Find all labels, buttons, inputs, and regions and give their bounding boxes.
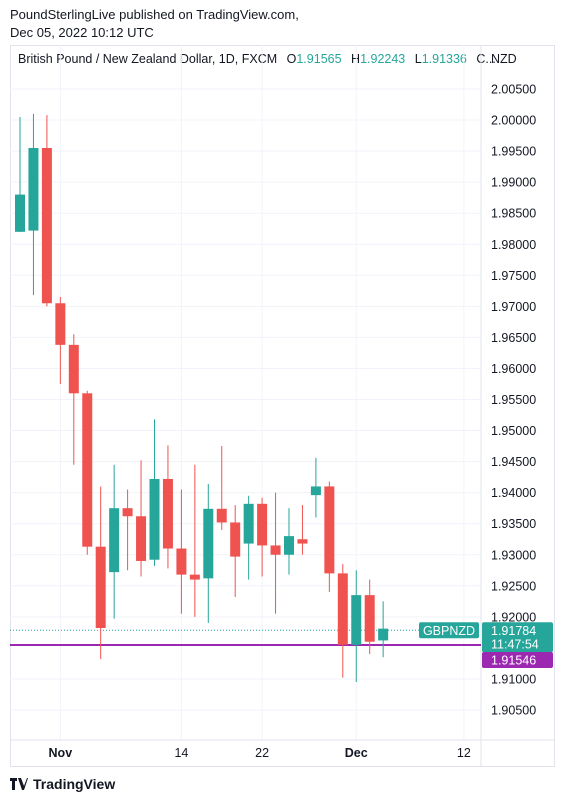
candle-body-down bbox=[68, 344, 79, 394]
y-tick-label: 1.94500 bbox=[491, 455, 536, 469]
y-tick-label: 1.93000 bbox=[491, 548, 536, 562]
candle-body-down bbox=[176, 548, 187, 575]
low-value: 1.91336 bbox=[421, 52, 467, 66]
candle-body-up bbox=[351, 595, 362, 645]
publish-info: PoundSterlingLive published on TradingVi… bbox=[10, 6, 299, 42]
symbol-tag bbox=[419, 622, 479, 639]
symbol-tag-text: GBPNZD bbox=[423, 624, 475, 638]
candle-body-down bbox=[230, 522, 241, 557]
high-label: H bbox=[351, 52, 361, 66]
y-tick-label: 1.94000 bbox=[491, 486, 536, 500]
candle-body-down bbox=[95, 546, 106, 629]
candle-body-down bbox=[82, 393, 93, 547]
level-label-box bbox=[482, 652, 553, 669]
candle-body-down bbox=[216, 508, 227, 523]
y-tick-label: 1.98000 bbox=[491, 238, 536, 252]
candle-body-up bbox=[284, 536, 294, 555]
x-tick-label: 12 bbox=[457, 746, 471, 760]
candle-body-down bbox=[189, 574, 200, 580]
y-tick-label: 1.97500 bbox=[491, 269, 536, 283]
tradingview-logo[interactable]: TradingView bbox=[10, 776, 115, 792]
candle-body-up bbox=[109, 508, 120, 573]
candle-body-up bbox=[15, 194, 25, 232]
high-value: 1.92243 bbox=[360, 52, 406, 66]
candle-body-down bbox=[55, 303, 66, 345]
candle-body-down bbox=[364, 595, 375, 642]
currency-label: NZD bbox=[491, 52, 517, 66]
candle-body-up bbox=[378, 628, 389, 641]
candle-body-down bbox=[324, 486, 335, 574]
publish-line-2: Dec 05, 2022 10:12 UTC bbox=[10, 25, 154, 40]
low-label: L bbox=[414, 52, 422, 66]
y-tick-label: 1.95000 bbox=[491, 424, 536, 438]
open-label: O bbox=[286, 52, 297, 66]
open-value: 1.91565 bbox=[296, 52, 342, 66]
candle-body-up bbox=[28, 147, 39, 231]
countdown-value: 11:47:54 bbox=[491, 637, 539, 651]
tradingview-logo-icon bbox=[10, 778, 28, 790]
y-tick-label: 1.96500 bbox=[491, 331, 536, 345]
symbol-description: British Pound / New Zealand Dollar, 1D, … bbox=[18, 52, 278, 66]
y-tick-label: 1.97000 bbox=[491, 300, 536, 314]
candle-body-down bbox=[297, 539, 308, 544]
y-tick-label: 2.00500 bbox=[491, 83, 536, 97]
candle-body-up bbox=[243, 503, 254, 544]
chart-frame bbox=[10, 45, 555, 767]
brand-name: TradingView bbox=[33, 776, 116, 792]
y-tick-label: 1.98500 bbox=[491, 207, 536, 221]
candle-body-down bbox=[257, 503, 268, 546]
y-tick-label: 1.92000 bbox=[491, 610, 536, 624]
y-tick-label: 1.90500 bbox=[491, 704, 536, 718]
last-price-label-box bbox=[482, 622, 553, 653]
publish-line-1: PoundSterlingLive published on TradingVi… bbox=[10, 7, 299, 22]
y-tick-label: 1.96000 bbox=[491, 362, 536, 376]
x-tick-label: Nov bbox=[49, 746, 73, 760]
y-tick-label: 1.93500 bbox=[491, 517, 536, 531]
y-tick-label: 1.92500 bbox=[491, 579, 536, 593]
y-tick-label: 2.00000 bbox=[491, 114, 536, 128]
candle-body-down bbox=[270, 545, 281, 555]
y-tick-label: 1.99500 bbox=[491, 145, 536, 159]
x-tick-label: Dec bbox=[345, 746, 368, 760]
candle-body-down bbox=[41, 147, 52, 304]
candle-body-down bbox=[136, 516, 147, 561]
y-tick-label: 1.95500 bbox=[491, 393, 536, 407]
x-tick-label: 14 bbox=[174, 746, 188, 760]
y-tick-label: 1.99000 bbox=[491, 176, 536, 190]
candle-body-up bbox=[203, 508, 214, 579]
candle-body-down bbox=[162, 478, 173, 549]
candle-body-down bbox=[122, 508, 133, 517]
last-price-value: 1.91784 bbox=[491, 624, 536, 638]
level-value: 1.91546 bbox=[491, 654, 536, 668]
candle-body-up bbox=[310, 486, 321, 496]
y-tick-label: 1.91000 bbox=[491, 672, 536, 686]
candle-body-down bbox=[337, 573, 348, 645]
x-tick-label: 22 bbox=[255, 746, 269, 760]
candle-body-up bbox=[149, 478, 160, 560]
